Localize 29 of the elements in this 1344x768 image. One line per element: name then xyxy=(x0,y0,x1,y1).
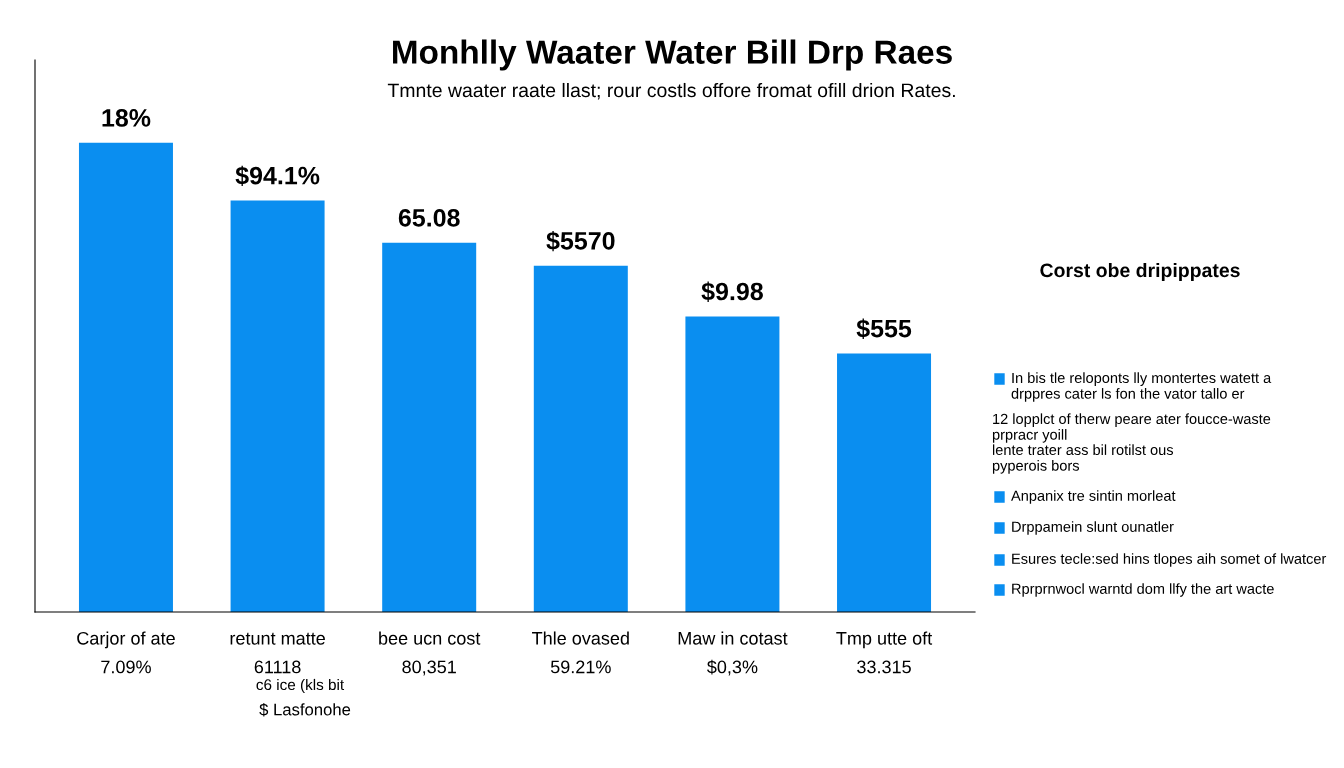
text: c6 ice (kls bit xyxy=(256,678,345,694)
annotation: $5570 xyxy=(546,230,615,252)
x-tick-label: bee ucn cost 80,351 xyxy=(379,631,481,676)
bar xyxy=(533,265,628,612)
annotation: $555 xyxy=(856,318,912,340)
x-tick-label: Tmp utte oft 33.315 xyxy=(836,631,933,674)
bar xyxy=(382,242,477,612)
text: lente trater ass bil rotilst ous pyperois bors xyxy=(992,444,1174,474)
x-tick-label: Carjor of ate 7.09% xyxy=(77,631,175,674)
x-tick-label: Thle ovased 59.21% xyxy=(532,631,629,674)
text: $ Lasfonohe xyxy=(259,702,351,717)
text: Anpanix tre sintin morleat xyxy=(1011,490,1176,504)
annotation: $9.98 xyxy=(701,281,763,302)
text: Rprprnwocl warntd dom llfy the art wacte xyxy=(1012,583,1274,597)
bar xyxy=(837,353,932,612)
bar xyxy=(230,200,325,612)
x-tick-label: retunt matte 61118 xyxy=(230,632,325,674)
text: Corst obe dripippates xyxy=(1040,262,1240,282)
text: Esures tecle:sed hins tlopes aih somet of lwatcer xyxy=(1012,553,1327,567)
annotation: $94.1% xyxy=(235,165,320,187)
bar xyxy=(685,316,780,612)
x-tick-label: Maw in cotast $0,3% xyxy=(678,631,788,676)
chart-subtitle: Tmnte waater raate llast; rour costls offore fromat ofill drion Rates. xyxy=(387,82,955,100)
chart-title: Monhlly Waater Water Bill Drp Raes xyxy=(393,39,952,71)
text: Drppamein slunt ounatler xyxy=(1012,521,1174,535)
text: In bis tle reloponts lly montertes watett a drppres cater ls fon the vator tallo er xyxy=(1011,372,1272,402)
bar xyxy=(78,142,173,612)
annotation: 65.08 xyxy=(398,208,460,227)
text: 18% xyxy=(102,109,151,127)
